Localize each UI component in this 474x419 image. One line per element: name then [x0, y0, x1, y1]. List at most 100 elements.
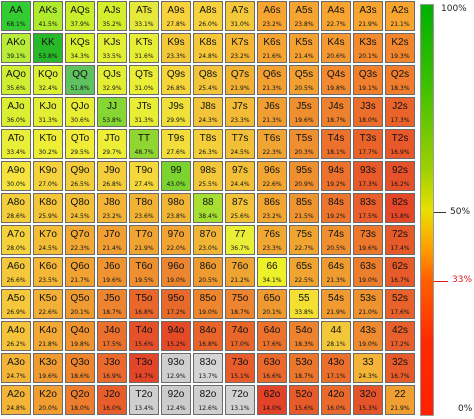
- hand-cell[interactable]: 82o 12.6%: [193, 385, 223, 415]
- hand-cell[interactable]: K6s 21.6%: [257, 33, 287, 63]
- hand-cell[interactable]: T6s 22.3%: [257, 129, 287, 159]
- hand-cell[interactable]: 63s 19.0%: [353, 257, 383, 287]
- hand-cell[interactable]: 63o 16.6%: [257, 353, 287, 383]
- hand-cell[interactable]: 55 33.8%: [289, 289, 319, 319]
- hand-cell[interactable]: T8s 26.3%: [193, 129, 223, 159]
- hand-cell[interactable]: T4o 15.6%: [129, 321, 159, 351]
- hand-cell[interactable]: K9o 27.0%: [33, 161, 63, 191]
- hand-cell[interactable]: K5o 22.6%: [33, 289, 63, 319]
- hand-cell[interactable]: 87o 23.0%: [193, 225, 223, 255]
- hand-cell[interactable]: 96s 22.6%: [257, 161, 287, 191]
- hand-cell[interactable]: 95s 20.9%: [289, 161, 319, 191]
- hand-cell[interactable]: 72o 13.1%: [225, 385, 255, 415]
- hand-cell[interactable]: K7s 23.2%: [225, 33, 255, 63]
- hand-cell[interactable]: 64o 17.6%: [257, 321, 287, 351]
- hand-cell[interactable]: A7o 28.0%: [1, 225, 31, 255]
- hand-cell[interactable]: J9o 26.8%: [97, 161, 127, 191]
- hand-cell[interactable]: 74o 17.0%: [225, 321, 255, 351]
- hand-cell[interactable]: T3o 14.7%: [129, 353, 159, 383]
- hand-cell[interactable]: 44 28.1%: [321, 321, 351, 351]
- hand-cell[interactable]: Q4o 19.8%: [65, 321, 95, 351]
- hand-cell[interactable]: 94o 15.2%: [161, 321, 191, 351]
- hand-cell[interactable]: Q3o 18.6%: [65, 353, 95, 383]
- hand-cell[interactable]: 83o 13.7%: [193, 353, 223, 383]
- hand-cell[interactable]: J4o 17.5%: [97, 321, 127, 351]
- hand-cell[interactable]: A9o 30.0%: [1, 161, 31, 191]
- hand-cell[interactable]: 83s 17.5%: [353, 193, 383, 223]
- hand-cell[interactable]: 84o 16.8%: [193, 321, 223, 351]
- hand-cell[interactable]: J8o 23.2%: [97, 193, 127, 223]
- hand-cell[interactable]: Q5s 20.5%: [289, 65, 319, 95]
- hand-cell[interactable]: Q7o 22.3%: [65, 225, 95, 255]
- hand-cell[interactable]: 66 34.1%: [257, 257, 287, 287]
- hand-cell[interactable]: 54s 21.9%: [321, 289, 351, 319]
- hand-cell[interactable]: K8o 25.9%: [33, 193, 63, 223]
- hand-cell[interactable]: 65s 22.5%: [289, 257, 319, 287]
- hand-cell[interactable]: 54o 18.3%: [289, 321, 319, 351]
- hand-cell[interactable]: Q9o 26.5%: [65, 161, 95, 191]
- hand-cell[interactable]: 72s 17.4%: [385, 225, 415, 255]
- hand-cell[interactable]: AJo 36.0%: [1, 97, 31, 127]
- hand-cell[interactable]: KTs 31.6%: [129, 33, 159, 63]
- hand-cell[interactable]: 94s 19.2%: [321, 161, 351, 191]
- hand-cell[interactable]: J7o 21.4%: [97, 225, 127, 255]
- hand-cell[interactable]: 65o 20.1%: [257, 289, 287, 319]
- hand-cell[interactable]: Q8s 25.4%: [193, 65, 223, 95]
- hand-cell[interactable]: T9s 27.6%: [161, 129, 191, 159]
- hand-cell[interactable]: J5o 18.7%: [97, 289, 127, 319]
- hand-cell[interactable]: J7s 23.3%: [225, 97, 255, 127]
- hand-cell[interactable]: 85o 19.0%: [193, 289, 223, 319]
- hand-cell[interactable]: 62o 14.0%: [257, 385, 287, 415]
- hand-cell[interactable]: K4s 20.6%: [321, 33, 351, 63]
- hand-cell[interactable]: A4o 26.2%: [1, 321, 31, 351]
- hand-cell[interactable]: Q4s 19.8%: [321, 65, 351, 95]
- hand-cell[interactable]: 93o 12.9%: [161, 353, 191, 383]
- hand-cell[interactable]: J6o 19.6%: [97, 257, 127, 287]
- hand-cell[interactable]: 84s 19.2%: [321, 193, 351, 223]
- hand-cell[interactable]: 98o 23.8%: [161, 193, 191, 223]
- hand-cell[interactable]: Q9s 26.8%: [161, 65, 191, 95]
- hand-cell[interactable]: K7o 24.5%: [33, 225, 63, 255]
- hand-cell[interactable]: A3s 21.9%: [353, 1, 383, 31]
- hand-cell[interactable]: J3s 18.0%: [353, 97, 383, 127]
- hand-cell[interactable]: A7s 31.0%: [225, 1, 255, 31]
- hand-cell[interactable]: J2o 16.0%: [97, 385, 127, 415]
- hand-cell[interactable]: 76o 21.2%: [225, 257, 255, 287]
- hand-cell[interactable]: A5o 26.9%: [1, 289, 31, 319]
- hand-cell[interactable]: AQo 35.6%: [1, 65, 31, 95]
- hand-cell[interactable]: K4o 21.8%: [33, 321, 63, 351]
- hand-cell[interactable]: KQo 32.4%: [33, 65, 63, 95]
- hand-cell[interactable]: K9s 23.3%: [161, 33, 191, 63]
- hand-cell[interactable]: K6o 23.5%: [33, 257, 63, 287]
- hand-cell[interactable]: 42s 17.2%: [385, 321, 415, 351]
- hand-cell[interactable]: 62s 16.7%: [385, 257, 415, 287]
- hand-cell[interactable]: 53s 21.0%: [353, 289, 383, 319]
- hand-cell[interactable]: QTo 29.5%: [65, 129, 95, 159]
- hand-cell[interactable]: J8s 24.3%: [193, 97, 223, 127]
- hand-cell[interactable]: TT 48.7%: [129, 129, 159, 159]
- hand-cell[interactable]: KQs 34.3%: [65, 33, 95, 63]
- hand-cell[interactable]: K2o 20.0%: [33, 385, 63, 415]
- hand-cell[interactable]: K2s 19.3%: [385, 33, 415, 63]
- hand-cell[interactable]: T5s 20.3%: [289, 129, 319, 159]
- hand-cell[interactable]: AA 68.1%: [1, 1, 31, 31]
- hand-cell[interactable]: J9s 29.9%: [161, 97, 191, 127]
- hand-cell[interactable]: Q6o 21.7%: [65, 257, 95, 287]
- hand-cell[interactable]: 33 24.3%: [353, 353, 383, 383]
- hand-cell[interactable]: 92o 12.4%: [161, 385, 191, 415]
- hand-cell[interactable]: AKs 41.5%: [33, 1, 63, 31]
- hand-cell[interactable]: T2o 13.4%: [129, 385, 159, 415]
- hand-cell[interactable]: QQ 51.8%: [65, 65, 95, 95]
- hand-cell[interactable]: QJo 30.6%: [65, 97, 95, 127]
- hand-cell[interactable]: J2s 17.3%: [385, 97, 415, 127]
- hand-cell[interactable]: 98s 25.5%: [193, 161, 223, 191]
- hand-cell[interactable]: 52s 17.6%: [385, 289, 415, 319]
- hand-cell[interactable]: ATs 33.1%: [129, 1, 159, 31]
- hand-cell[interactable]: 76s 23.3%: [257, 225, 287, 255]
- hand-cell[interactable]: 88 38.4%: [193, 193, 223, 223]
- hand-cell[interactable]: K8s 24.8%: [193, 33, 223, 63]
- hand-cell[interactable]: KJo 31.3%: [33, 97, 63, 127]
- hand-cell[interactable]: A3o 24.7%: [1, 353, 31, 383]
- hand-cell[interactable]: KK 53.8%: [33, 33, 63, 63]
- hand-cell[interactable]: T2s 16.9%: [385, 129, 415, 159]
